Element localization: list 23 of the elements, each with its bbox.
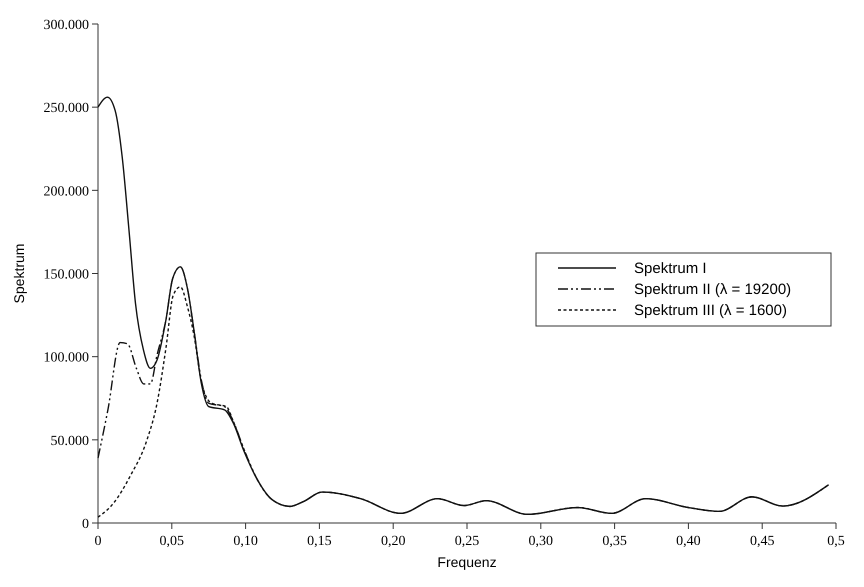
x-tick-label: 0,15 xyxy=(307,534,332,549)
y-tick-label: 100.000 xyxy=(44,350,89,366)
x-axis-title: Frequenz xyxy=(437,554,497,570)
legend-label: Spektrum I xyxy=(634,260,707,277)
x-tick-label: 0,30 xyxy=(528,534,554,549)
x-tick-label: 0,10 xyxy=(233,534,258,549)
x-tick-label: 0,20 xyxy=(380,534,406,549)
y-tick-label: 0 xyxy=(82,517,89,532)
y-axis-title: Spektrum xyxy=(11,244,27,304)
x-tick-label: 0,25 xyxy=(454,534,480,549)
x-tick-label: 0,40 xyxy=(676,534,701,549)
y-tick-label: 200.000 xyxy=(44,184,89,200)
x-tick-label: 0,45 xyxy=(750,534,774,549)
y-tick-label: 300.000 xyxy=(44,18,89,33)
legend-label: Spektrum II (λ = 19200) xyxy=(634,281,792,298)
legend-label: Spektrum III (λ = 1600) xyxy=(634,302,787,319)
x-tick-label: 0,35 xyxy=(602,534,627,549)
y-tick-label: 250.000 xyxy=(44,101,89,116)
x-tick-label: 0 xyxy=(94,534,102,549)
x-tick-label: 0,05 xyxy=(160,534,184,549)
y-tick-label: 150.000 xyxy=(44,268,89,282)
x-tick-label: 0,5 xyxy=(827,534,845,549)
y-tick-label: 50.000 xyxy=(50,434,89,449)
